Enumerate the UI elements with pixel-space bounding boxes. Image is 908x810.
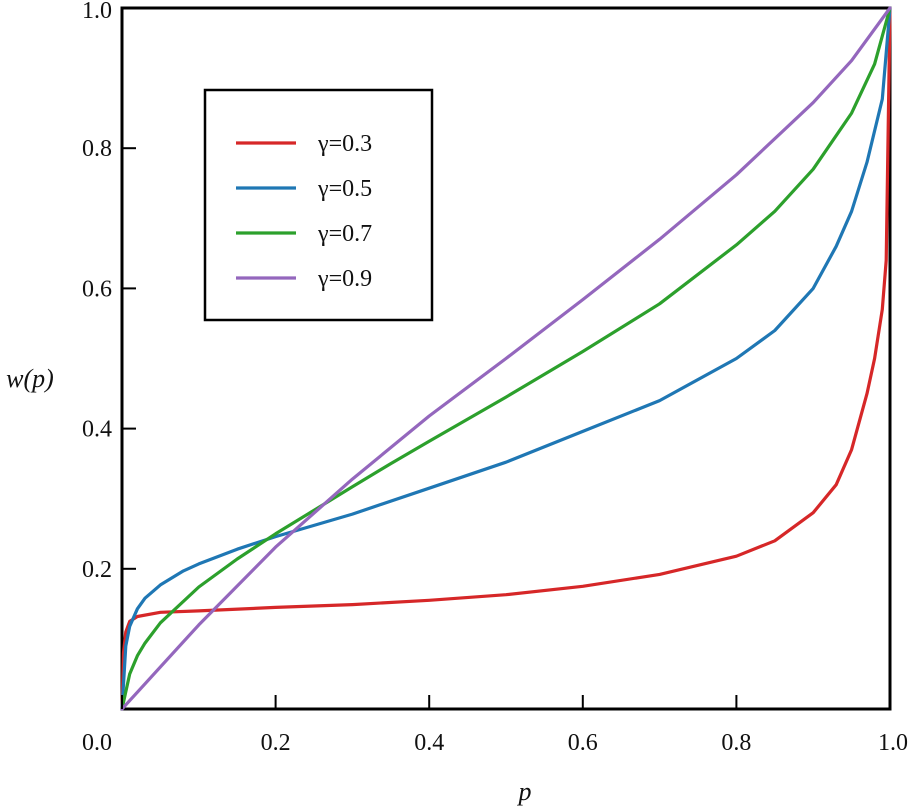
- legend-label-3: γ=0.9: [317, 266, 372, 292]
- x-tick-label: 0.8: [721, 730, 751, 756]
- y-tick-label: 1.0: [82, 0, 112, 24]
- legend-label-2: γ=0.7: [317, 221, 372, 247]
- x-tick-label: 0.6: [568, 730, 598, 756]
- y-tick-label: 0.8: [82, 136, 112, 162]
- series-line-1: [120, 6, 892, 711]
- x-axis-label: p: [517, 777, 532, 806]
- y-axis-label: w(p): [6, 364, 54, 393]
- x-tick-label: 0.4: [414, 730, 444, 756]
- legend-label-1: γ=0.5: [317, 176, 372, 202]
- x-tick-label: 1.0: [878, 730, 908, 756]
- y-tick-label: 0.4: [82, 417, 112, 443]
- series-line-3: [120, 6, 892, 711]
- legend-box: [203, 88, 434, 322]
- y-tick-label: 0.6: [82, 276, 112, 302]
- tick-labels: 0.0 0.2 0.4 0.6 0.8 1.0 0.2 0.4 0.6 0.8 1.0: [82, 0, 908, 756]
- series-line-2: [120, 6, 892, 711]
- legend-label-0: γ=0.3: [317, 131, 372, 157]
- legend-items: γ=0.3 γ=0.5 γ=0.7 γ=0.9: [236, 131, 372, 292]
- plot-frame: [120, 6, 892, 711]
- legend: γ=0.3 γ=0.5 γ=0.7 γ=0.9: [203, 88, 434, 322]
- x-tick-label: 0.2: [261, 730, 291, 756]
- axis-ticks: [121, 7, 891, 709]
- y-tick-label: 0.2: [82, 557, 112, 583]
- x-tick-label: 0.0: [82, 730, 112, 756]
- series-lines: [120, 6, 892, 711]
